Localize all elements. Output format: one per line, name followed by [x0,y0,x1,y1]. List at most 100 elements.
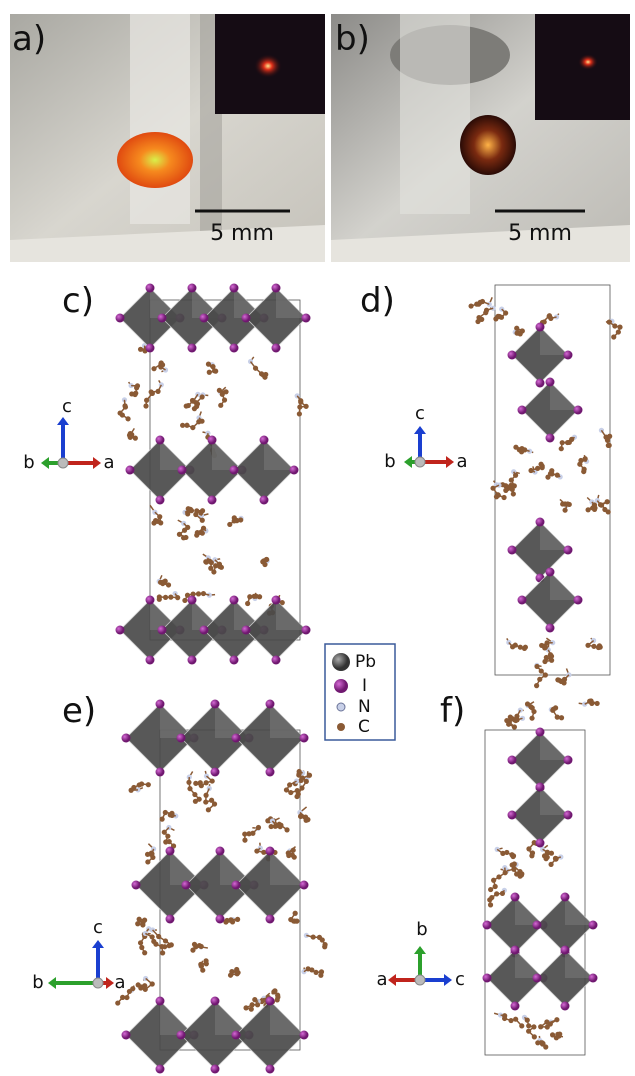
axis-label: c [455,969,465,990]
carbon-atom [588,698,593,703]
iodine-atom [536,518,545,527]
carbon-atom [208,566,213,571]
iodine-atom [211,1065,220,1074]
carbon-atom [206,807,211,812]
iodine-atom [158,626,167,635]
carbon-atom [543,645,548,650]
octahedron-face [276,288,306,318]
carbon-atom [198,780,203,785]
iodine-atom [564,546,573,555]
octahedron-face [515,897,543,925]
octahedron-face [550,382,578,410]
carbon-atom [501,495,506,500]
carbon-atom [509,852,514,857]
iodine-atom [211,768,220,777]
carbon-atom [523,645,528,650]
iodine-atom [230,284,239,293]
carbon-atom [559,679,564,684]
carbon-atom [503,488,508,493]
iodine-atom [574,596,583,605]
carbon-atom [479,317,484,322]
legend-label: N [358,697,371,717]
carbon-atom [534,683,539,688]
iodine-atom [533,974,542,983]
photo-b [331,14,630,262]
carbon-atom [145,859,150,864]
panel-label: e) [62,691,96,731]
iodine-atom [146,656,155,665]
carbon-atom [545,1024,550,1029]
axis-origin [58,458,68,468]
iodine-atom [483,921,492,930]
carbon-atom [550,1032,555,1037]
iodine-atom [230,466,239,475]
carbon-atom [549,851,554,856]
carbon-atom [597,643,602,648]
iodine-atom [546,378,555,387]
iodine-atom [266,768,275,777]
carbon-atom [512,724,517,729]
axis-label: b [384,451,395,472]
iodine-atom [188,596,197,605]
iodine-atom [511,946,520,955]
iodine-atom [216,915,225,924]
octahedron-face [160,440,190,470]
carbon-atom [305,817,310,822]
iodine-atom [242,314,251,323]
iodine-atom [508,351,517,360]
carbon-atom [194,404,199,409]
iodine-atom [564,811,573,820]
axis-origin [93,978,103,988]
iodine-atom [536,379,545,388]
carbon-atom [127,433,132,438]
iodine-atom [156,768,165,777]
iodine-atom [589,974,598,983]
axis-label: a [114,972,125,993]
iodine-atom [146,596,155,605]
axis-arrowhead [388,974,396,986]
octahedron-face [515,950,543,978]
iodine-atom [272,656,281,665]
iodine-atom [546,434,555,443]
iodine-atom [156,700,165,709]
iodine-atom [132,881,141,890]
iodine-atom [266,997,275,1006]
iodine-atom [230,596,239,605]
carbon-atom [135,921,140,926]
iodine-atom [260,496,269,505]
octahedron-face [550,572,578,600]
octahedron-face [540,327,568,355]
carbon-atom [540,465,545,470]
carbon-atom [180,423,185,428]
carbon-atom [245,601,250,606]
carbon-atom [548,652,553,657]
carbon-atom [275,997,280,1002]
iodine-atom [182,881,191,890]
iodine-atom [156,997,165,1006]
iodine-atom [546,568,555,577]
axis-arrowhead [41,457,49,469]
axis-label: c [415,403,425,424]
octahedron-face [565,897,593,925]
axis-label: b [32,972,43,993]
panel-label: a) [12,19,46,59]
iodine-atom [266,700,275,709]
carbon-atom [590,505,595,510]
carbon-atom [318,973,323,978]
carbon-atom [167,943,172,948]
carbon-atom [511,491,516,496]
iodine-atom [260,436,269,445]
carbon-atom [181,535,186,540]
axis-arrowhead [48,977,56,989]
carbon-atom [611,334,616,339]
iodine-atom [300,1031,309,1040]
iodine-atom [518,406,527,415]
carbon-atom [297,411,302,416]
iodine-atom [156,496,165,505]
iodine-atom [561,1002,570,1011]
carbon-atom [529,716,534,721]
carbon-atom [198,530,203,535]
carbon-atom [495,314,500,319]
axis-arrowhead [414,426,426,434]
carbon-atom [519,1023,524,1028]
